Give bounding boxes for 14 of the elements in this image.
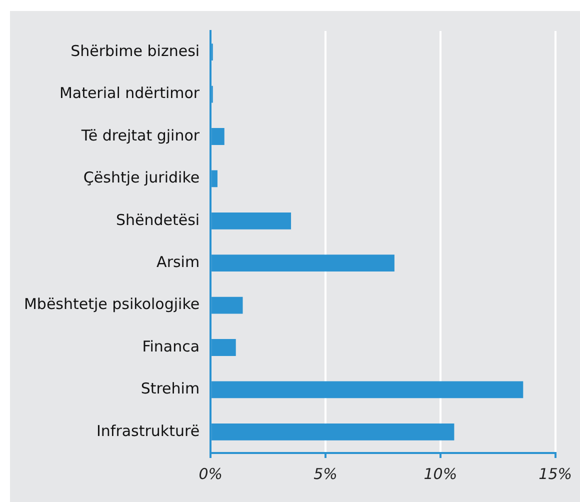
y-tick-label: Shëndetësi <box>116 210 200 229</box>
y-tick-label: Financa <box>142 337 200 356</box>
y-tick-label: Material ndërtimor <box>59 84 200 102</box>
y-tick-label: Çështje juridike <box>83 168 200 187</box>
y-tick-label: Shërbime biznesi <box>70 42 200 60</box>
y-tick-label: Infrastrukturë <box>96 422 200 440</box>
x-tick-label: 0% <box>198 464 222 483</box>
x-tick-label: 5% <box>314 464 338 483</box>
y-tick-label: Të drejtat gjinor <box>80 126 200 144</box>
x-tick-label: 15% <box>538 464 572 483</box>
y-tick-label: Mbështetje psikologjike <box>24 295 200 314</box>
y-tick-label: Arsim <box>156 252 200 271</box>
x-tick-label: 10% <box>424 464 458 483</box>
y-tick-label: Strehim <box>140 380 200 398</box>
